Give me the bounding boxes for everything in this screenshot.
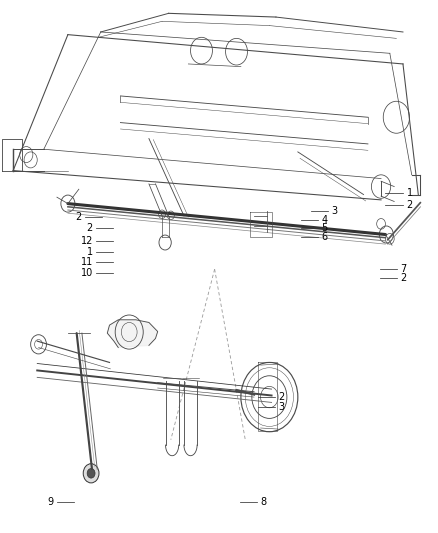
- Text: 8: 8: [260, 497, 266, 507]
- Circle shape: [83, 464, 99, 483]
- Text: 6: 6: [321, 232, 328, 241]
- Text: 2: 2: [279, 392, 285, 402]
- Circle shape: [87, 469, 95, 478]
- Text: 2: 2: [406, 200, 413, 209]
- Text: 7: 7: [400, 264, 406, 273]
- Text: 2: 2: [400, 273, 406, 283]
- Text: 2: 2: [87, 223, 93, 232]
- Text: 5: 5: [321, 223, 328, 233]
- Text: 2: 2: [75, 213, 81, 222]
- Text: 10: 10: [81, 269, 93, 278]
- Text: 11: 11: [81, 257, 93, 267]
- Text: 1: 1: [406, 189, 413, 198]
- Text: 3: 3: [279, 402, 285, 412]
- Text: 4: 4: [321, 215, 328, 224]
- Text: 12: 12: [81, 236, 93, 246]
- Text: 9: 9: [47, 497, 53, 507]
- Text: 1: 1: [87, 247, 93, 256]
- Polygon shape: [107, 320, 158, 348]
- Text: 3: 3: [331, 206, 337, 215]
